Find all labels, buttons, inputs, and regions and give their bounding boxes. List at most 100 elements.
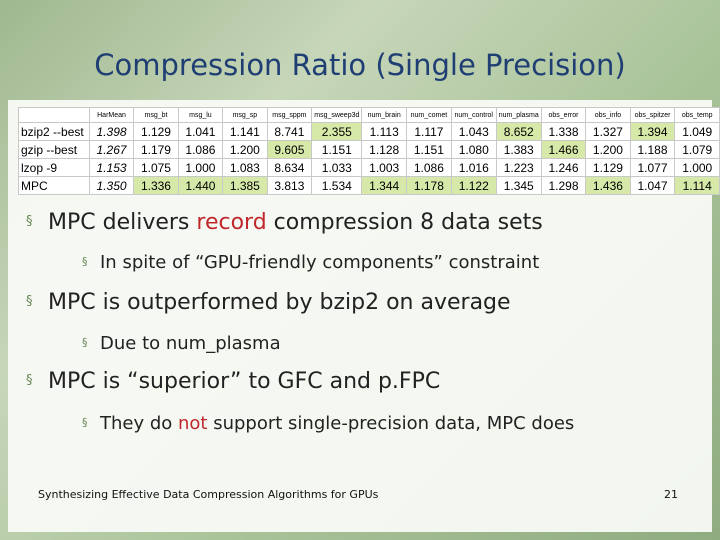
bullet-marker: § <box>26 294 33 309</box>
header-cell: obs_info <box>585 107 631 123</box>
header-cell: num_brain <box>361 107 407 123</box>
table-cell: 1.246 <box>540 158 587 177</box>
table-cell: 1.129 <box>585 158 631 177</box>
table-cell: 2.355 <box>311 122 363 141</box>
page-number: 21 <box>664 488 678 501</box>
table-cell: 1.178 <box>405 176 452 195</box>
table-cell: 1.200 <box>585 140 631 159</box>
table-cell: 1.117 <box>405 122 452 141</box>
table-cell: 1.083 <box>222 158 268 177</box>
table-cell: 1.043 <box>450 122 497 141</box>
header-cell: obs_temp <box>674 107 720 123</box>
table-cell: 1.436 <box>585 176 631 195</box>
table-cell: 9.605 <box>266 140 313 159</box>
table-cell: 1.151 <box>311 140 363 159</box>
slide-title: Compression Ratio (Single Precision) <box>94 48 626 82</box>
table-cell: 1.344 <box>361 176 407 195</box>
header-cell: msg_sp <box>222 107 268 123</box>
row-label: gzip --best <box>18 140 90 159</box>
table-cell: 1.298 <box>540 176 587 195</box>
bullet-text: compression 8 data sets <box>266 210 543 235</box>
table-cell: 1.128 <box>361 140 407 159</box>
table-cell: 1.466 <box>540 140 587 159</box>
table-cell: 1.151 <box>405 140 452 159</box>
bullet-text: They do <box>100 413 179 434</box>
table-row: gzip --best 1.267 1.179 1.086 1.200 9.605 1.15… <box>18 140 720 159</box>
table-cell: 1.047 <box>629 176 676 195</box>
header-cell: msg_bt <box>133 107 179 123</box>
footer-text: Synthesizing Effective Data Compression … <box>38 488 379 501</box>
table-cell: 1.336 <box>133 176 179 195</box>
sub-bullet: § They do not support single-precision da… <box>82 413 575 434</box>
table-cell: 1.440 <box>177 176 224 195</box>
header-cell: obs_spitzer <box>629 107 676 123</box>
header-cell: obs_error <box>540 107 587 123</box>
bullet: § MPC is “superior” to GFC and p.FPC <box>26 369 441 394</box>
sub-bullet: § Due to num_plasma <box>82 333 281 354</box>
bullet: § MPC is outperformed by bzip2 on average <box>26 290 511 315</box>
table-cell: 1.385 <box>222 176 268 195</box>
table-cell: 1.049 <box>674 122 720 141</box>
header-cell: msg_sweep3d <box>311 107 363 123</box>
bullet-marker: § <box>26 214 33 229</box>
table-cell: 1.398 <box>88 122 135 141</box>
table-cell: 1.223 <box>495 158 542 177</box>
table-cell: 1.338 <box>540 122 587 141</box>
row-label: MPC <box>18 176 90 195</box>
header-cell: HarMean <box>88 107 135 123</box>
table-cell: 1.086 <box>177 140 224 159</box>
bullet-marker: § <box>82 255 88 268</box>
header-cell: msg_sppm <box>266 107 313 123</box>
table-cell: 1.079 <box>674 140 720 159</box>
table-cell: 1.122 <box>450 176 497 195</box>
bullet-marker: § <box>82 336 88 349</box>
bullet-text: support single-precision data, MPC does <box>207 413 575 434</box>
bullet-text: In spite of “GPU-friendly components” co… <box>100 252 540 273</box>
table-cell: 1.327 <box>585 122 631 141</box>
header-cell: num_control <box>450 107 497 123</box>
table-cell: 1.394 <box>629 122 676 141</box>
table-cell: 1.080 <box>450 140 497 159</box>
bullet-text: not <box>178 413 208 434</box>
bullet: § MPC delivers record compression 8 data … <box>26 210 543 235</box>
table-cell: 1.153 <box>88 158 135 177</box>
table-cell: 1.200 <box>222 140 268 159</box>
table-row: lzop -9 1.153 1.075 1.000 1.083 8.634 1.033 1.0… <box>18 158 720 177</box>
table-cell: 1.534 <box>311 176 363 195</box>
row-label: bzip2 --best <box>18 122 90 141</box>
table-cell: 1.086 <box>405 158 452 177</box>
table-cell: 1.113 <box>361 122 407 141</box>
table-cell: 1.016 <box>450 158 497 177</box>
header-cell: num_plasma <box>495 107 542 123</box>
table-cell: 1.129 <box>133 122 179 141</box>
table-cell: 1.077 <box>629 158 676 177</box>
table-cell: 8.652 <box>495 122 542 141</box>
table-cell: 1.000 <box>177 158 224 177</box>
table-cell: 8.741 <box>266 122 313 141</box>
table-cell: 1.033 <box>311 158 363 177</box>
bullet-text: MPC is “superior” to GFC and p.FPC <box>48 369 441 394</box>
header-cell: msg_lu <box>177 107 224 123</box>
bullet-marker: § <box>82 416 88 429</box>
table-cell: 1.041 <box>177 122 224 141</box>
sub-bullet: § In spite of “GPU-friendly components” c… <box>82 252 540 273</box>
table-cell: 1.114 <box>674 176 720 195</box>
bullet-text: MPC delivers <box>48 210 197 235</box>
header-row: HarMean msg_bt msg_lu msg_sp msg_sppm msg_swe… <box>18 107 720 123</box>
table-cell: 1.188 <box>629 140 676 159</box>
table-cell: 1.000 <box>674 158 720 177</box>
header-cell: num_comet <box>405 107 452 123</box>
table-cell: 8.634 <box>266 158 313 177</box>
table-cell: 1.267 <box>88 140 135 159</box>
bullet-text: MPC is outperformed by bzip2 on average <box>48 290 511 315</box>
row-label: lzop -9 <box>18 158 90 177</box>
table-cell: 1.003 <box>361 158 407 177</box>
table-cell: 1.179 <box>133 140 179 159</box>
bullet-text: Due to num_plasma <box>100 333 281 354</box>
table-cell: 1.141 <box>222 122 268 141</box>
table-cell: 1.075 <box>133 158 179 177</box>
table-row: bzip2 --best 1.398 1.129 1.041 1.141 8.741 2.3… <box>18 122 720 141</box>
bullet-text: record <box>196 210 267 235</box>
table-cell: 1.350 <box>88 176 135 195</box>
